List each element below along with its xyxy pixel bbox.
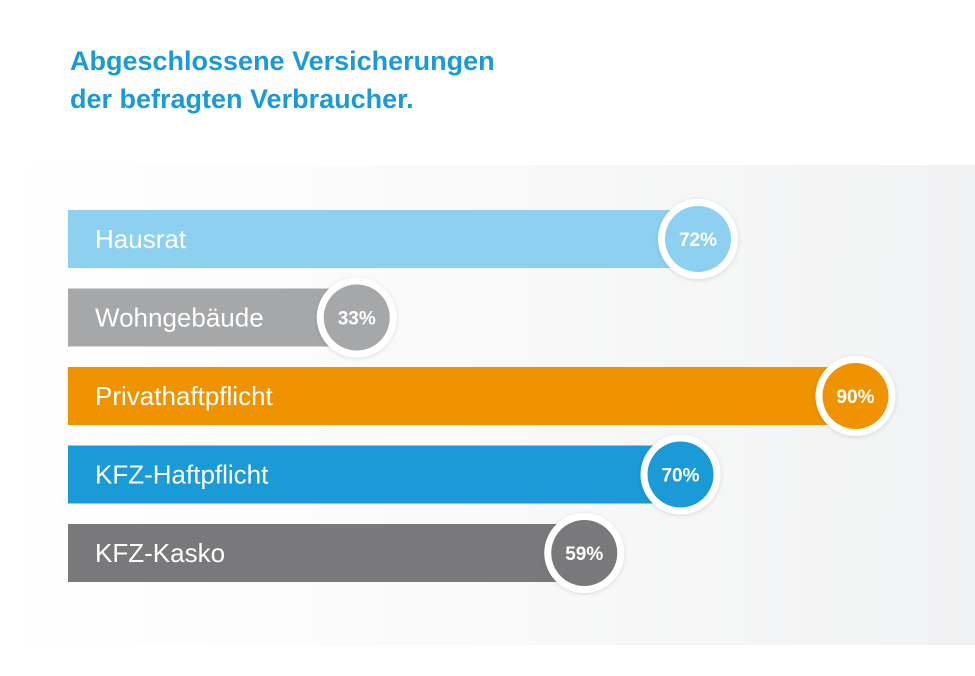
chart-title-line-2: der befragten Verbraucher. (70, 84, 414, 114)
bar-label-hausrat: Hausrat (95, 224, 187, 254)
bar-wohngeb-ude (68, 288, 357, 347)
bar-label-privathaftpflicht: Privathaftpflicht (95, 381, 274, 411)
value-badge-privathaftpflicht (822, 363, 889, 429)
value-label-hausrat: 72% (679, 230, 717, 251)
value-label-kfz-haftpflicht: 70% (661, 466, 699, 487)
value-label-privathaftpflicht: 90% (836, 387, 874, 408)
bar-group-kfz-kasko: KFZ-Kasko 59% (68, 513, 625, 593)
bar-group-hausrat: Hausrat 72% (68, 199, 738, 279)
bar-hausrat (68, 210, 698, 268)
chart-title: Abgeschlossene Versicherungen der befrag… (70, 42, 495, 118)
chart-title-line-1: Abgeschlossene Versicherungen (70, 46, 495, 76)
value-badge-hausrat (665, 206, 731, 272)
bar-kfz-kasko (68, 524, 585, 582)
bar-label-kfz-kasko: KFZ-Kasko (95, 538, 225, 568)
bar-privathaftpflicht (68, 367, 856, 425)
bar-label-wohngeb-ude: Wohngebäude (95, 303, 264, 333)
value-badge-wohngeb-ude (323, 284, 390, 351)
bar-kfz-haftpflicht (68, 445, 681, 504)
value-label-wohngeb-ude: 33% (338, 309, 376, 330)
value-badge-kfz-haftpflicht (647, 441, 714, 508)
value-label-kfz-kasko: 59% (565, 544, 603, 565)
value-badge-kfz-kasko (551, 520, 618, 586)
bar-group-wohngeb-ude: Wohngebäude 33% (68, 277, 397, 358)
bar-group-privathaftpflicht: Privathaftpflicht 90% (68, 356, 896, 436)
bar-group-kfz-haftpflicht: KFZ-Haftpflicht 70% (68, 434, 721, 515)
bar-label-kfz-haftpflicht: KFZ-Haftpflicht (95, 460, 269, 490)
